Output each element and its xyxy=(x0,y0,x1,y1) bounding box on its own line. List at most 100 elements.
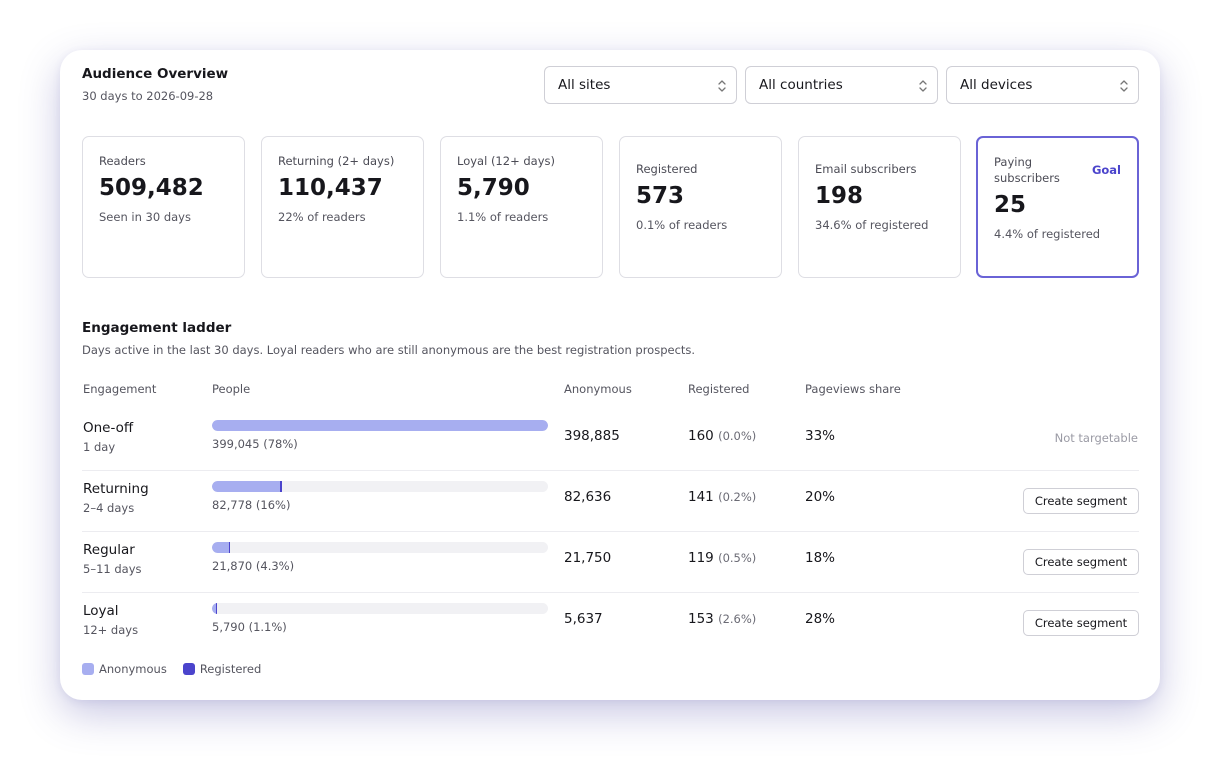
column-header-registered: Registered xyxy=(688,382,750,396)
kpi-subtext: 0.1% of readers xyxy=(636,218,728,232)
kpi-subtext: 1.1% of readers xyxy=(457,210,549,224)
create-segment-button[interactable]: Create segment xyxy=(1023,488,1139,514)
engagement-name: Loyal xyxy=(83,603,119,619)
audience-overview-card: Audience Overview 30 days to 2026-09-28 … xyxy=(60,50,1160,700)
engagement-days: 2–4 days xyxy=(83,501,135,515)
legend-swatch-registered xyxy=(182,663,195,675)
kpi-value: 5,790 xyxy=(457,175,530,201)
pageviews-share: 33% xyxy=(805,428,836,444)
table-row: One-off 1 day 399,045 (78%) 398,885 160 … xyxy=(82,410,1139,471)
kpi-subtext: 34.6% of registered xyxy=(815,218,929,232)
column-header-engagement: Engagement xyxy=(83,382,157,396)
section-description: Days active in the last 30 days. Loyal r… xyxy=(82,343,696,357)
registered-percent: (0.5%) xyxy=(718,551,757,565)
people-bar xyxy=(212,603,548,614)
people-bar-anonymous xyxy=(212,603,217,614)
page-title: Audience Overview xyxy=(82,66,229,82)
create-segment-button[interactable]: Create segment xyxy=(1023,610,1139,636)
people-bar-registered xyxy=(280,481,282,492)
people-count: 5,790 (1.1%) xyxy=(212,620,287,634)
legend-item-anonymous: Anonymous xyxy=(82,662,167,676)
site-filter-value: All sites xyxy=(558,77,611,93)
registered-percent: (2.6%) xyxy=(718,612,757,626)
chevron-updown-icon xyxy=(1120,80,1128,92)
registered-cell: 141 (0.2%) xyxy=(688,489,756,505)
people-count: 21,870 (4.3%) xyxy=(212,559,295,573)
not-targetable-label: Not targetable xyxy=(1054,431,1138,445)
people-bar xyxy=(212,542,548,553)
people-bar-registered xyxy=(229,542,231,553)
people-bar xyxy=(212,481,548,492)
engagement-days: 1 day xyxy=(83,440,116,454)
column-header-pageviews-share: Pageviews share xyxy=(805,382,901,396)
registered-count: 153 xyxy=(688,611,714,627)
kpi-paying-subscribers[interactable]: Paying subscribers Goal 25 4.4% of regis… xyxy=(976,136,1139,278)
engagement-name: One-off xyxy=(83,420,134,436)
registered-cell: 153 (2.6%) xyxy=(688,611,756,627)
kpi-returning: Returning (2+ days) 110,437 22% of reade… xyxy=(261,136,424,278)
chart-legend: Anonymous Registered xyxy=(82,662,277,676)
kpi-label: Email subscribers xyxy=(815,162,917,176)
device-filter-value: All devices xyxy=(960,77,1033,93)
country-filter-select[interactable]: All countries xyxy=(745,66,938,104)
people-bar-anonymous xyxy=(212,481,282,492)
anonymous-count: 5,637 xyxy=(564,611,603,627)
engagement-name: Returning xyxy=(83,481,149,497)
legend-label: Registered xyxy=(199,662,262,676)
chevron-updown-icon xyxy=(919,80,927,92)
people-count: 399,045 (78%) xyxy=(212,437,298,451)
people-bar-anonymous xyxy=(212,542,231,553)
chevron-updown-icon xyxy=(718,80,726,92)
country-filter-value: All countries xyxy=(759,77,843,93)
people-bar-registered xyxy=(215,603,217,614)
kpi-value: 110,437 xyxy=(278,175,383,201)
engagement-name: Regular xyxy=(83,542,135,558)
section-title: Engagement ladder xyxy=(82,320,232,336)
table-row: Regular 5–11 days 21,870 (4.3%) 21,750 1… xyxy=(82,532,1139,593)
people-count: 82,778 (16%) xyxy=(212,498,291,512)
kpi-label: Registered xyxy=(636,162,698,176)
kpi-readers: Readers 509,482 Seen in 30 days xyxy=(82,136,245,278)
registered-count: 160 xyxy=(688,428,714,444)
kpi-value: 509,482 xyxy=(99,175,204,201)
date-range-label: 30 days to 2026-09-28 xyxy=(82,89,214,103)
kpi-loyal: Loyal (12+ days) 5,790 1.1% of readers xyxy=(440,136,603,278)
table-row: Loyal 12+ days 5,790 (1.1%) 5,637 153 (2… xyxy=(82,593,1139,654)
kpi-subtext: 4.4% of registered xyxy=(994,227,1101,241)
kpi-value: 198 xyxy=(815,183,864,209)
registered-percent: (0.2%) xyxy=(718,490,757,504)
registered-cell: 119 (0.5%) xyxy=(688,550,756,566)
legend-item-registered: Registered xyxy=(182,662,262,676)
column-header-people: People xyxy=(212,382,251,396)
pageviews-share: 20% xyxy=(805,489,836,505)
engagement-days: 5–11 days xyxy=(83,562,142,576)
anonymous-count: 82,636 xyxy=(564,489,612,505)
legend-label: Anonymous xyxy=(99,662,167,676)
kpi-value: 573 xyxy=(636,183,685,209)
people-bar-anonymous xyxy=(212,420,548,431)
kpi-label: Paying subscribers xyxy=(994,155,1060,185)
goal-badge: Goal xyxy=(1091,163,1121,177)
anonymous-count: 398,885 xyxy=(564,428,620,444)
create-segment-button[interactable]: Create segment xyxy=(1023,549,1139,575)
column-header-anonymous: Anonymous xyxy=(564,382,632,396)
registered-percent: (0.0%) xyxy=(718,429,757,443)
kpi-subtext: Seen in 30 days xyxy=(99,210,191,224)
table-row: Returning 2–4 days 82,778 (16%) 82,636 1… xyxy=(82,471,1139,532)
legend-swatch-anonymous xyxy=(82,663,94,675)
pageviews-share: 28% xyxy=(805,611,836,627)
engagement-days: 12+ days xyxy=(83,623,139,637)
kpi-email-subscribers: Email subscribers 198 34.6% of registere… xyxy=(798,136,961,278)
kpi-label: Loyal (12+ days) xyxy=(457,154,555,168)
people-bar xyxy=(212,420,548,431)
site-filter-select[interactable]: All sites xyxy=(544,66,737,104)
kpi-label: Returning (2+ days) xyxy=(278,154,395,168)
kpi-label: Readers xyxy=(99,154,146,168)
registered-count: 119 xyxy=(688,550,714,566)
device-filter-select[interactable]: All devices xyxy=(946,66,1139,104)
anonymous-count: 21,750 xyxy=(564,550,612,566)
registered-count: 141 xyxy=(688,489,714,505)
kpi-registered: Registered 573 0.1% of readers xyxy=(619,136,782,278)
kpi-subtext: 22% of readers xyxy=(278,210,366,224)
pageviews-share: 18% xyxy=(805,550,836,566)
